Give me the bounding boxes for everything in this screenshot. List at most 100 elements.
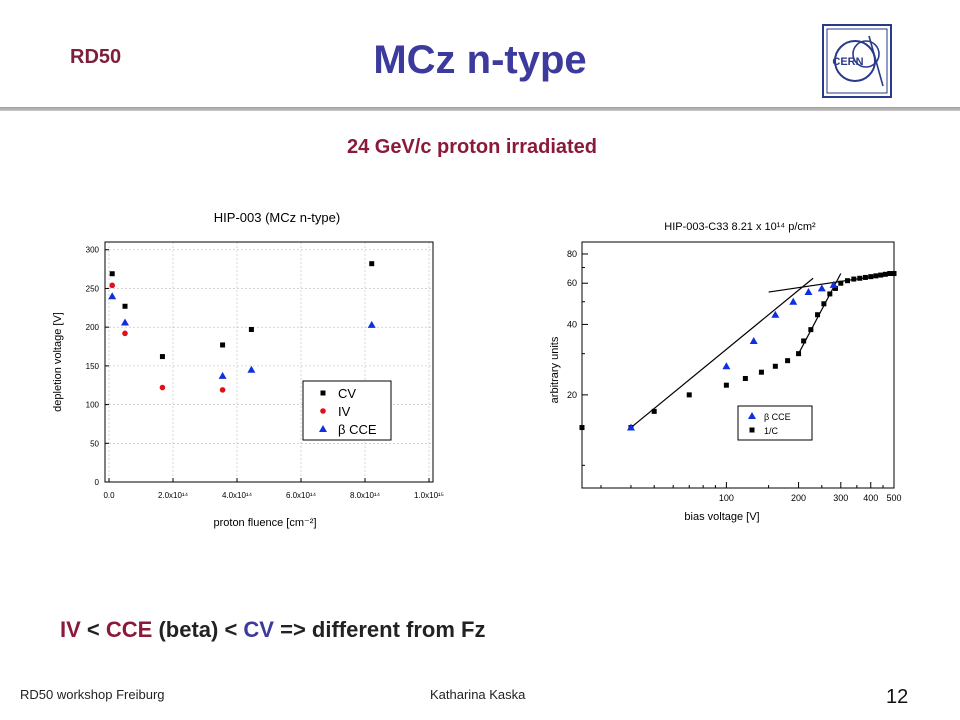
- legend: β CCE 1/C: [737, 405, 813, 441]
- data-point: [832, 285, 838, 291]
- legend-marker: [320, 408, 326, 414]
- slide-subtitle: 24 GeV/c proton irradiated: [346, 136, 598, 158]
- x-tick-label: 100: [719, 493, 734, 503]
- y-tick-label: 60: [567, 278, 577, 288]
- chart-title: HIP-003 (MCz n-type): [214, 210, 340, 225]
- bias-voltage-chart: HIP-003-C33 8.21 x 10¹⁴ p/cm² 100 200 300 4…: [549, 221, 902, 523]
- cern-logo: CERN: [822, 24, 892, 98]
- data-point: [857, 275, 863, 281]
- data-point: [108, 292, 117, 300]
- conclusion-cce: CCE: [105, 617, 153, 642]
- data-point: [845, 278, 851, 284]
- axis-ticks: 0 50 100 150 200 250 300 0.0 2.0x10¹⁴ 4.0x10¹⁴ 6.0…: [86, 246, 444, 500]
- data-point: [109, 271, 115, 277]
- conclusion-beta: (beta): [152, 617, 225, 642]
- legend-label: IV: [338, 404, 351, 419]
- data-point: [220, 342, 226, 348]
- data-point: [887, 271, 893, 277]
- legend-marker: [319, 425, 327, 432]
- data-point: [369, 261, 375, 267]
- data-point: [159, 384, 166, 391]
- legend-label: 1/C: [764, 426, 779, 436]
- data-point: [821, 301, 827, 307]
- data-point: [122, 330, 128, 337]
- data-point: [122, 303, 128, 309]
- y-tick-label: 150: [86, 362, 100, 371]
- data-point: [804, 288, 813, 296]
- fit-line: [630, 277, 814, 429]
- data-point: [651, 408, 657, 414]
- y-tick-label: 50: [90, 439, 99, 448]
- legend-marker: [748, 412, 756, 419]
- y-tick-label: 200: [86, 323, 100, 332]
- x-tick-label: 6.0x10¹⁴: [286, 491, 317, 500]
- y-axis-label: arbitrary units: [549, 336, 561, 403]
- data-point: [626, 423, 635, 431]
- y-tick-label: 250: [86, 284, 100, 293]
- data-point: [891, 271, 897, 277]
- data-point: [808, 327, 814, 333]
- axis-ticks: 100 200 300 400 500 20 40 60 80: [567, 241, 902, 503]
- x-tick-label: 300: [833, 493, 848, 503]
- y-tick-label: 80: [567, 249, 577, 259]
- slide-title: MCz n-type: [373, 38, 587, 82]
- x-tick-label: 1.0x10¹⁵: [414, 491, 444, 500]
- data-point: [367, 320, 376, 328]
- conclusion-cv: CV: [243, 617, 274, 642]
- data-point: [247, 365, 256, 373]
- y-tick-label: 100: [86, 401, 100, 410]
- data-point: [579, 425, 585, 431]
- legend-label: β CCE: [338, 422, 377, 437]
- plot-frame: [581, 241, 895, 489]
- data-point: [862, 274, 868, 280]
- x-tick-label: 8.0x10¹⁴: [350, 491, 381, 500]
- data-point: [829, 280, 838, 288]
- data-point: [801, 338, 807, 344]
- data-point: [868, 274, 874, 280]
- data-point: [827, 291, 833, 297]
- fit-lines: [630, 272, 895, 429]
- header-divider: [0, 107, 960, 111]
- chart-grid: [105, 242, 433, 483]
- data-point: [817, 284, 826, 292]
- legend-box: [302, 380, 392, 441]
- data-point: [109, 282, 115, 289]
- data-point: [121, 318, 129, 326]
- data-points: [108, 261, 376, 393]
- data-point: [749, 336, 758, 344]
- data-point: [796, 351, 802, 357]
- conclusion-lt1: <: [80, 617, 106, 642]
- legend-box: [737, 405, 813, 441]
- data-point: [686, 392, 692, 398]
- y-tick-label: 300: [86, 246, 100, 255]
- rd50-tag: RD50: [70, 46, 122, 68]
- conclusion-rest: => different from Fz: [273, 617, 486, 642]
- x-tick-label: 2.0x10¹⁴: [158, 491, 189, 500]
- data-point: [815, 312, 821, 318]
- chart-title: HIP-003-C33 8.21 x 10¹⁴ p/cm²: [664, 221, 816, 233]
- data-point: [771, 310, 780, 318]
- x-tick-label: 4.0x10¹⁴: [222, 491, 253, 500]
- x-tick-label: 400: [863, 493, 878, 503]
- conclusion-lt2: <: [224, 617, 244, 642]
- legend-marker: [749, 427, 755, 433]
- page-number: 12: [886, 686, 909, 708]
- x-tick-label: 500: [886, 493, 901, 503]
- plot-frame: [104, 241, 434, 483]
- x-axis-label: proton fluence [cm⁻²]: [213, 517, 316, 529]
- data-point: [851, 276, 857, 282]
- cern-logo-text: CERN: [832, 56, 863, 68]
- data-points: [579, 271, 897, 431]
- conclusion-statement: IV < CCE (beta) < CV => different from F…: [60, 617, 485, 643]
- data-point: [838, 280, 844, 286]
- data-point: [882, 271, 888, 277]
- footer-workshop: RD50 workshop Freiburg: [20, 687, 165, 702]
- data-point: [218, 371, 227, 379]
- conclusion-iv: IV: [60, 617, 81, 642]
- data-point: [248, 326, 254, 332]
- data-point: [722, 362, 731, 370]
- legend-label: β CCE: [764, 412, 791, 422]
- data-point: [219, 387, 226, 393]
- y-axis-label: depletion voltage [V]: [52, 312, 64, 412]
- data-point: [873, 273, 879, 279]
